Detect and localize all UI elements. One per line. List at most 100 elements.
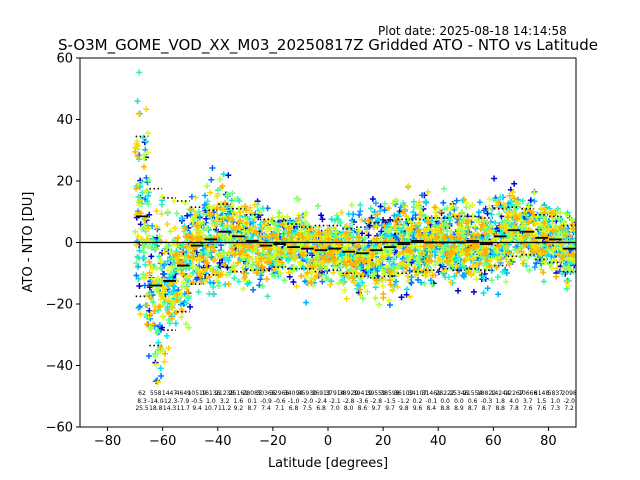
bin-count-label: 38929 [339,390,358,397]
bin-std-label: 7.6 [537,405,547,412]
bin-count-label: 34094 [284,390,303,397]
y-tick-label: 60 [56,52,73,67]
bin-count-label: 21554 [463,390,482,397]
bin-count-label: 10666 [518,390,537,397]
bin-count-label: 25161 [229,390,248,397]
bin-mean-label: -2.1 [329,398,341,405]
bin-mean-label: -1.2 [398,398,410,405]
bin-mean-label: -12.3 [162,398,178,405]
bin-count-label: 38598 [380,390,399,397]
bin-std-label: 7.8 [509,405,519,412]
bin-count-label: 28085 [243,390,262,397]
bin-count-label: 35930 [298,390,317,397]
bin-count-label: 36102 [394,390,413,397]
bin-count-label: 21238 [215,390,234,397]
bin-mean-label: -2.8 [370,398,382,405]
bin-mean-label: -0.9 [260,398,272,405]
bin-count-label: 62 [138,390,146,397]
bin-mean-label: -2.4 [315,398,327,405]
y-axis: −60 −40 −20 0 20 40 60 [46,52,80,436]
bin-count-label: 30366 [256,390,275,397]
bin-std-label: 8.7 [468,405,478,412]
x-tick-label: −20 [259,434,286,449]
bin-std-label: 6.8 [316,405,326,412]
x-tick-label: 40 [430,434,447,449]
bin-std-label: 11.7 [177,405,191,412]
bin-std-label: 8.4 [427,405,437,412]
bin-mean-label: -3.6 [357,398,369,405]
bin-mean-label: -2.0 [563,398,575,405]
y-axis-label: ATO - NTO [DU] [21,192,36,293]
bin-std-label: 8.8 [495,405,505,412]
x-tick-label: 0 [324,434,332,449]
y-tick-label: −40 [46,359,73,374]
bin-mean-label: -1.5 [384,398,396,405]
bin-count-label: 32966 [270,390,289,397]
bin-statistics [135,135,576,347]
bin-std-label: 9.4 [192,405,202,412]
bin-mean-label: -0.3 [481,398,493,405]
y-tick-label: 20 [56,175,73,190]
bin-count-label: 8148 [534,390,549,397]
bin-std-label: 10.7 [204,405,218,412]
bin-mean-label: 1.8 [495,398,505,405]
bin-mean-label: 1.5 [537,398,547,405]
bin-count-label: 18822 [477,390,496,397]
bin-std-label: 9.7 [385,405,395,412]
y-tick-label: 0 [65,236,73,251]
bin-count-label: 14244 [491,390,510,397]
bin-mean-label: -0.5 [191,398,203,405]
plot-date: Plot date: 2025-08-18 14:14:58 [378,24,567,38]
bin-mean-label: -1.0 [288,398,300,405]
bin-mean-label: -14.0 [148,398,164,405]
bin-std-label: 7.4 [261,405,271,412]
x-axis: −80 −60 −40 −20 0 20 40 60 80 [94,427,557,449]
bin-count-label: 558 [150,390,162,397]
bin-count-label: 28222 [436,390,455,397]
bin-std-label: 7.5 [303,405,313,412]
bin-count-label: 16136 [201,390,220,397]
bin-std-label: 8.6 [358,405,368,412]
bin-std-label: 7.2 [564,405,574,412]
bin-mean-label: 0.0 [454,398,464,405]
bin-count-label: 39419 [353,390,372,397]
bin-mean-label: -2.0 [301,398,313,405]
x-axis-label: Latitude [degrees] [268,456,388,471]
x-tick-label: −80 [94,434,121,449]
x-tick-label: −40 [204,434,231,449]
bin-mean-label: 0.2 [413,398,423,405]
bin-count-label: 1447 [162,390,177,397]
bin-mean-label: 3.7 [523,398,533,405]
bin-mean-label: 0.1 [247,398,257,405]
bin-count-label: 34107 [408,390,427,397]
bin-mean-label: 1.6 [234,398,244,405]
x-tick-label: 80 [540,434,557,449]
bin-mean-label: 1.0 [551,398,561,405]
bin-std-label: 8.9 [454,405,464,412]
bin-mean-label: -2.8 [343,398,355,405]
bin-mean-label: 1.0 [206,398,216,405]
bin-count-label: 37914 [325,390,344,397]
x-tick-label: 60 [485,434,502,449]
bin-count-label: 5837 [548,390,563,397]
bin-std-label: 6.8 [289,405,299,412]
scatter-points [132,69,576,386]
bin-std-label: 8.7 [482,405,492,412]
bin-mean-label: 3.2 [220,398,230,405]
bin-mean-label: 4.0 [509,398,519,405]
x-tick-label: −60 [149,434,176,449]
x-tick-label: 20 [375,434,392,449]
bin-std-label: 9.8 [399,405,409,412]
bin-std-label: 9.6 [413,405,423,412]
bin-mean-label: -7.9 [177,398,189,405]
y-tick-label: 40 [56,113,73,128]
bin-std-label: 9.2 [234,405,244,412]
bin-std-label: 8.7 [247,405,257,412]
bin-mean-label: -0.1 [425,398,437,405]
bin-count-label: 10519 [188,390,207,397]
chart-title: S-O3M_GOME_VOD_XX_M03_20250817Z Gridded … [58,36,598,55]
bin-count-label: 31461 [422,390,441,397]
bin-std-label: 7.3 [551,405,561,412]
y-tick-label: −60 [46,421,73,436]
bin-std-label: 7.1 [275,405,285,412]
